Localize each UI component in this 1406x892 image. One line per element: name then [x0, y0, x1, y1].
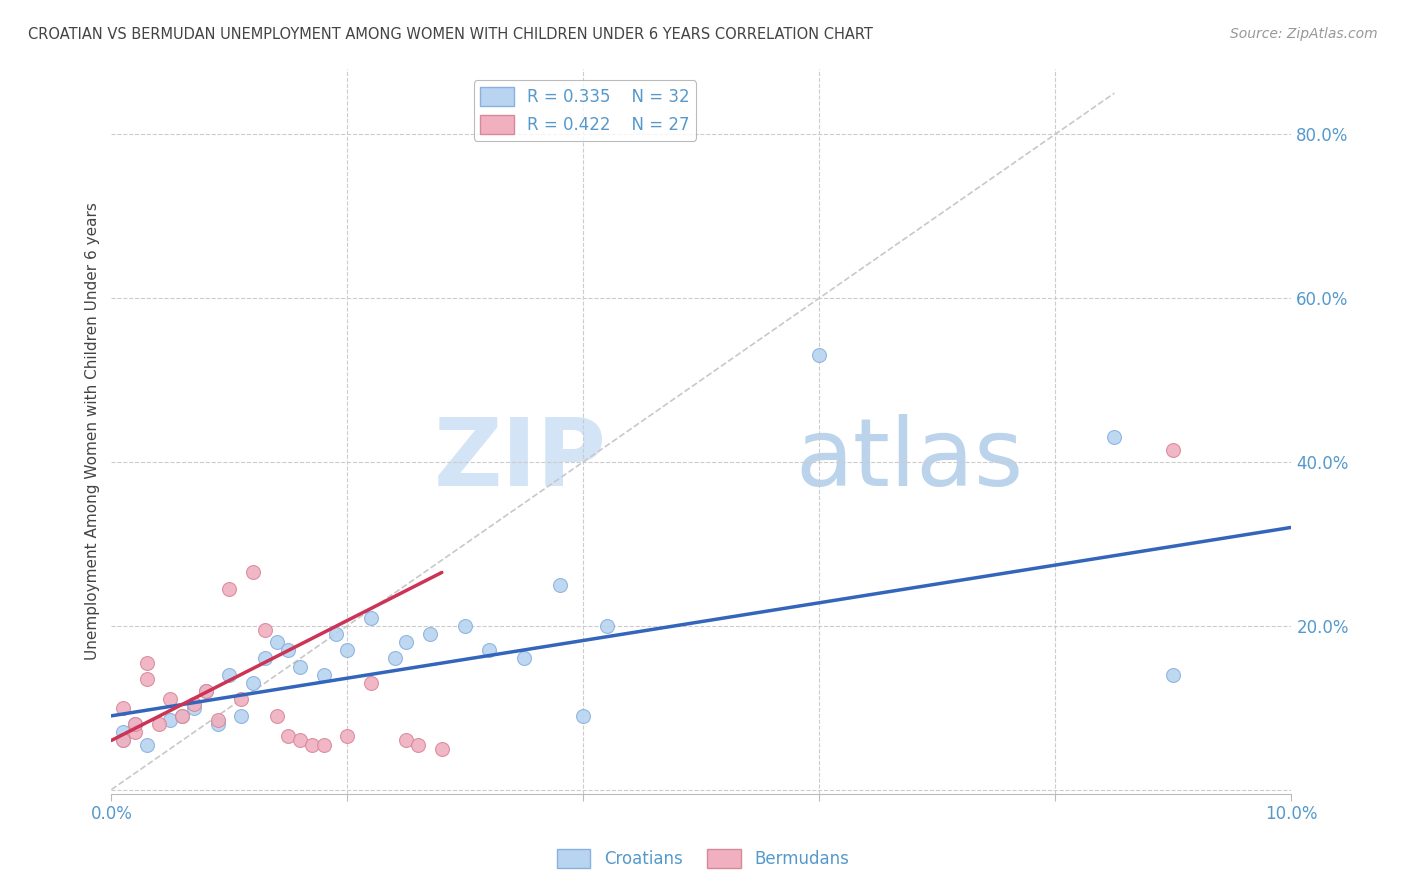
Point	[572, 709, 595, 723]
Point	[336, 643, 359, 657]
Point	[1163, 442, 1185, 457]
Point	[596, 618, 619, 632]
Point	[135, 656, 157, 670]
Point	[360, 610, 382, 624]
Point	[419, 627, 441, 641]
Point	[384, 651, 406, 665]
Point	[406, 738, 429, 752]
Point	[112, 733, 135, 747]
Point	[124, 717, 146, 731]
Point	[336, 729, 359, 743]
Point	[395, 635, 418, 649]
Point	[478, 643, 501, 657]
Point	[253, 623, 276, 637]
Point	[172, 709, 194, 723]
Point	[290, 733, 312, 747]
Point	[172, 709, 194, 723]
Legend: Croatians, Bermudans: Croatians, Bermudans	[550, 842, 856, 875]
Point	[207, 717, 229, 731]
Point	[231, 709, 253, 723]
Point	[312, 668, 335, 682]
Point	[290, 659, 312, 673]
Point	[266, 635, 288, 649]
Point	[159, 692, 181, 706]
Text: atlas: atlas	[796, 414, 1024, 506]
Point	[183, 697, 205, 711]
Point	[277, 643, 299, 657]
Y-axis label: Unemployment Among Women with Children Under 6 years: Unemployment Among Women with Children U…	[86, 202, 100, 660]
Point	[231, 692, 253, 706]
Point	[253, 651, 276, 665]
Point	[135, 672, 157, 686]
Text: ZIP: ZIP	[434, 414, 607, 506]
Point	[242, 676, 264, 690]
Point	[135, 738, 157, 752]
Point	[112, 725, 135, 739]
Point	[207, 713, 229, 727]
Point	[218, 582, 240, 596]
Point	[148, 717, 170, 731]
Point	[112, 700, 135, 714]
Text: CROATIAN VS BERMUDAN UNEMPLOYMENT AMONG WOMEN WITH CHILDREN UNDER 6 YEARS CORREL: CROATIAN VS BERMUDAN UNEMPLOYMENT AMONG …	[28, 27, 873, 42]
Point	[194, 684, 217, 698]
Point	[548, 578, 571, 592]
Point	[124, 717, 146, 731]
Point	[183, 700, 205, 714]
Point	[301, 738, 323, 752]
Point	[242, 566, 264, 580]
Point	[218, 668, 240, 682]
Point	[312, 738, 335, 752]
Point	[454, 618, 477, 632]
Point	[808, 348, 831, 362]
Point	[277, 729, 299, 743]
Point	[266, 709, 288, 723]
Point	[124, 725, 146, 739]
Point	[194, 684, 217, 698]
Point	[112, 733, 135, 747]
Point	[360, 676, 382, 690]
Point	[159, 713, 181, 727]
Point	[1104, 430, 1126, 444]
Point	[430, 741, 453, 756]
Point	[1163, 668, 1185, 682]
Legend: R = 0.335    N = 32, R = 0.422    N = 27: R = 0.335 N = 32, R = 0.422 N = 27	[474, 80, 696, 141]
Point	[325, 627, 347, 641]
Text: Source: ZipAtlas.com: Source: ZipAtlas.com	[1230, 27, 1378, 41]
Point	[513, 651, 536, 665]
Point	[395, 733, 418, 747]
